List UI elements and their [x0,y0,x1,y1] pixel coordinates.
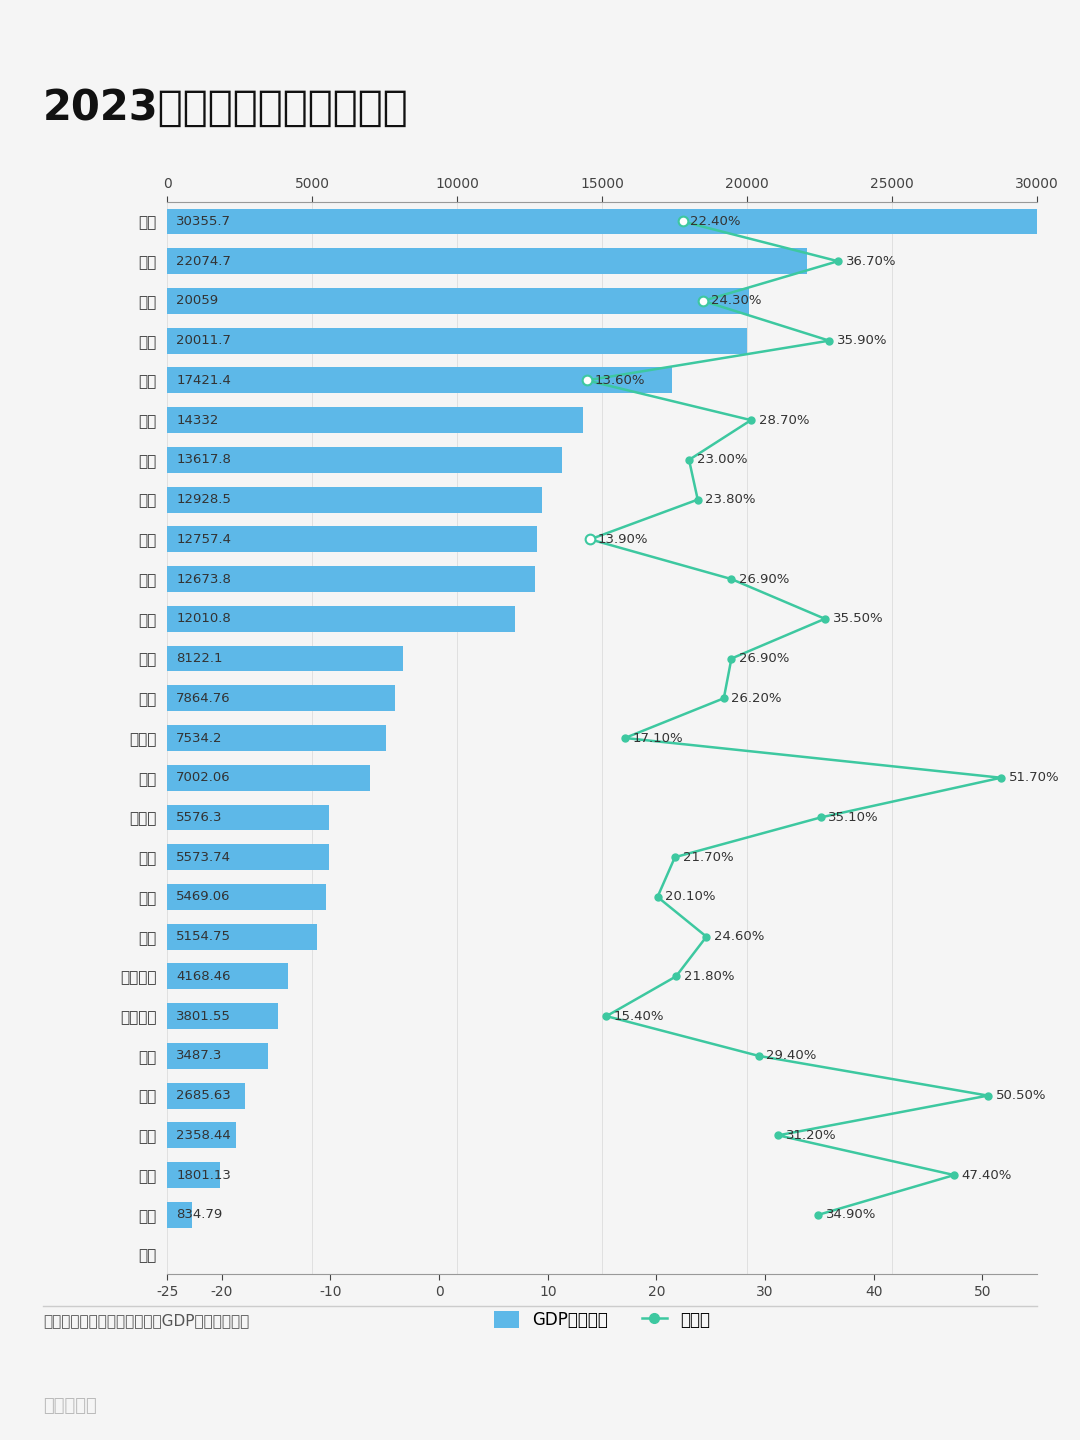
Text: 4168.46: 4168.46 [176,971,231,984]
Bar [167,805,329,831]
Text: 2358.44: 2358.44 [176,1129,231,1142]
Text: 22.40%: 22.40% [690,215,741,228]
Text: 13.90%: 13.90% [597,533,648,546]
Text: 7002.06: 7002.06 [176,772,231,785]
Text: 20059: 20059 [176,294,218,307]
Text: 21.70%: 21.70% [683,851,733,864]
Text: 2685.63: 2685.63 [176,1089,231,1102]
Bar [167,367,672,393]
Text: 35.10%: 35.10% [828,811,879,824]
Text: 21.80%: 21.80% [684,971,734,984]
Bar [167,844,329,870]
Bar [167,328,747,354]
Bar [167,1043,269,1068]
Text: 12928.5: 12928.5 [176,492,231,505]
Bar [167,1083,245,1109]
Text: 5573.74: 5573.74 [176,851,231,864]
Bar [167,408,583,433]
Bar [167,566,535,592]
Text: 12010.8: 12010.8 [176,612,231,625]
Bar [167,645,403,671]
Text: 3487.3: 3487.3 [176,1050,222,1063]
Bar [167,884,326,910]
Bar [167,685,395,711]
Text: 城市进化论: 城市进化论 [43,1397,97,1414]
Text: 28.70%: 28.70% [758,413,809,426]
Text: 50.50%: 50.50% [996,1089,1047,1102]
Bar [167,765,370,791]
Text: 24.30%: 24.30% [711,294,761,307]
Text: 23.80%: 23.80% [705,492,756,505]
Bar [167,1122,235,1148]
Text: 2023年省会城市经济首位度: 2023年省会城市经济首位度 [43,86,409,128]
Bar [167,726,386,750]
Text: 5154.75: 5154.75 [176,930,231,943]
Text: 12673.8: 12673.8 [176,573,231,586]
Bar [167,923,316,949]
Text: 8122.1: 8122.1 [176,652,222,665]
Text: 24.60%: 24.60% [714,930,765,943]
Legend: GDP（亿元）, 首位度: GDP（亿元）, 首位度 [487,1305,717,1336]
Bar [167,248,807,274]
Text: 12757.4: 12757.4 [176,533,231,546]
Text: 3801.55: 3801.55 [176,1009,231,1022]
Text: 13617.8: 13617.8 [176,454,231,467]
Bar [167,963,288,989]
Text: 26.90%: 26.90% [739,652,789,665]
Bar [167,446,562,472]
Text: 23.00%: 23.00% [697,454,747,467]
Text: 15.40%: 15.40% [615,1009,664,1022]
Text: 7864.76: 7864.76 [176,691,231,704]
Text: 14332: 14332 [176,413,218,426]
Text: 35.90%: 35.90% [837,334,888,347]
Text: 34.90%: 34.90% [826,1208,876,1221]
Bar [167,1202,191,1228]
Text: 数据来源：各地统计局（南昌GDP数据未公布）: 数据来源：各地统计局（南昌GDP数据未公布） [43,1313,249,1328]
Text: 22074.7: 22074.7 [176,255,231,268]
Text: 26.90%: 26.90% [739,573,789,586]
Text: 13.60%: 13.60% [594,374,645,387]
Text: 17421.4: 17421.4 [176,374,231,387]
Text: 20.10%: 20.10% [665,890,716,903]
Bar [167,527,537,553]
Text: 31.20%: 31.20% [786,1129,836,1142]
Text: 17.10%: 17.10% [633,732,684,744]
Bar [167,288,748,314]
Text: 20011.7: 20011.7 [176,334,231,347]
Text: 29.40%: 29.40% [766,1050,816,1063]
Text: 47.40%: 47.40% [962,1169,1012,1182]
Bar [167,1162,219,1188]
Text: 834.79: 834.79 [176,1208,222,1221]
Text: 7534.2: 7534.2 [176,732,222,744]
Text: 5469.06: 5469.06 [176,890,231,903]
Bar [167,487,542,513]
Text: 35.50%: 35.50% [833,612,883,625]
Bar [167,606,515,632]
Text: 51.70%: 51.70% [1009,772,1059,785]
Text: 26.20%: 26.20% [731,691,782,704]
Text: 36.70%: 36.70% [846,255,896,268]
Bar [167,209,1048,235]
Text: 30355.7: 30355.7 [176,215,231,228]
Text: 5576.3: 5576.3 [176,811,222,824]
Bar [167,1004,278,1030]
Text: 1801.13: 1801.13 [176,1169,231,1182]
